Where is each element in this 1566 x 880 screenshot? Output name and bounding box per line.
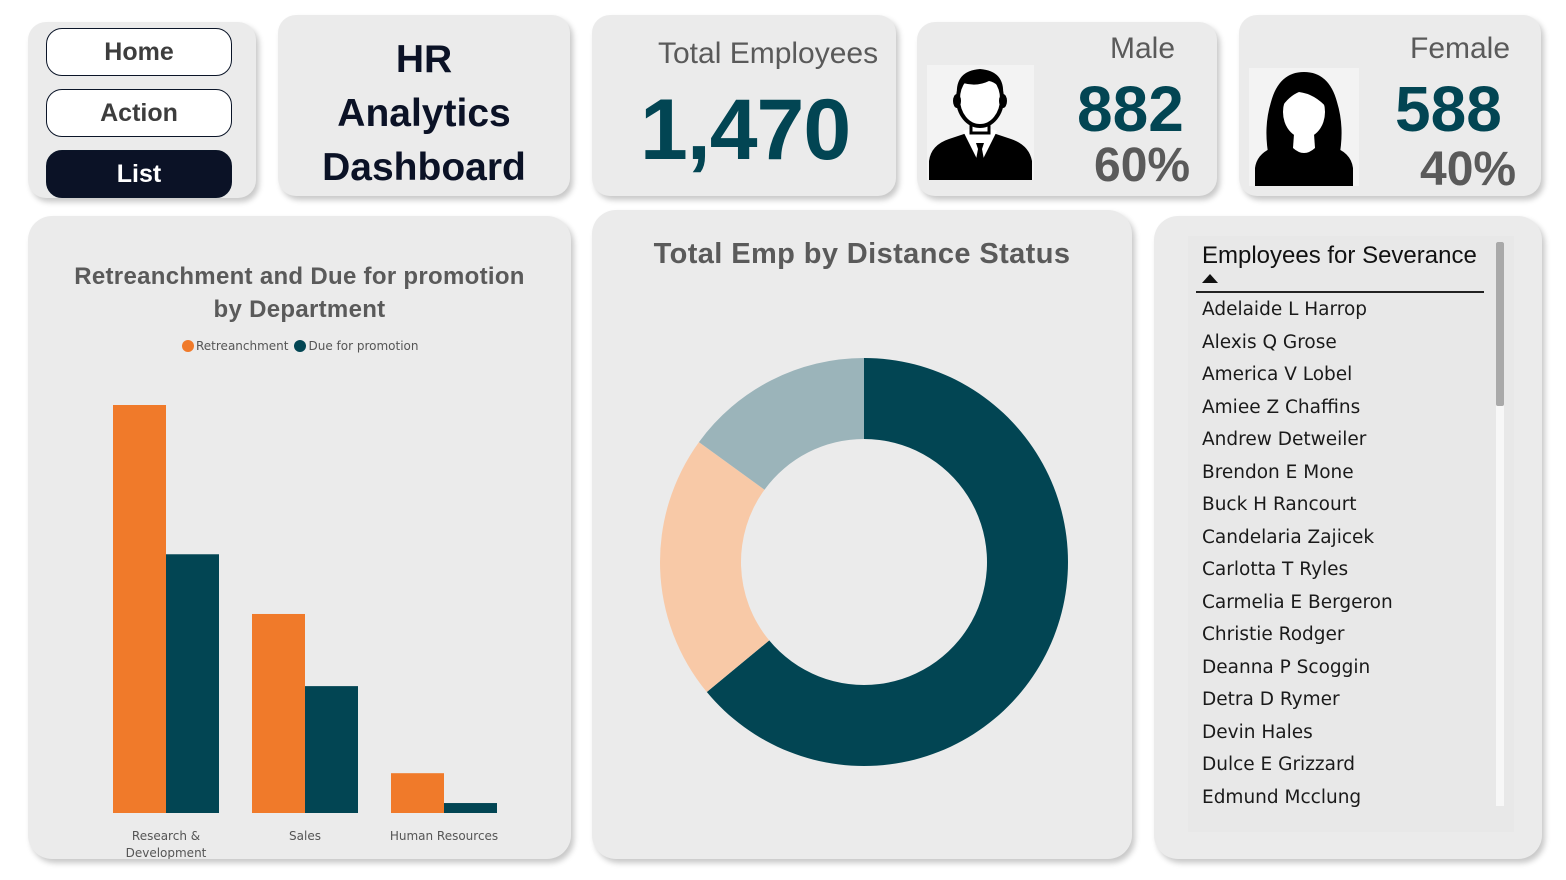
list-item[interactable]: Amiee Z Chaffins: [1202, 396, 1361, 418]
donut-chart: [660, 358, 1068, 766]
list-item[interactable]: Devin Hales: [1202, 721, 1313, 743]
bar-chart-title: Retreanchment and Due for promotion by D…: [28, 260, 571, 326]
list-item[interactable]: Edmund Mcclung: [1202, 786, 1362, 808]
male-count: 882: [1077, 73, 1184, 145]
donut-slice-2[interactable]: [698, 358, 864, 490]
legend-dot-icon: [182, 340, 194, 352]
bar-due-for-promotion-0[interactable]: [166, 554, 219, 813]
bar-due-for-promotion-2[interactable]: [444, 803, 497, 813]
nav-action-button[interactable]: Action: [46, 89, 232, 137]
donut-chart-card: Total Emp by Distance Status: [592, 210, 1132, 859]
list-item[interactable]: Alexis Q Grose: [1202, 331, 1337, 353]
bar-retreanchment-2[interactable]: [391, 773, 444, 813]
scrollbar-thumb[interactable]: [1496, 242, 1504, 406]
scrollbar-track[interactable]: [1496, 242, 1504, 806]
x-tick-label: Research &: [132, 829, 200, 843]
legend-item-due-for-promotion[interactable]: Due for promotion: [294, 339, 419, 353]
severance-column-header[interactable]: Employees for Severance: [1202, 242, 1477, 269]
list-item[interactable]: Adelaide L Harrop: [1202, 299, 1368, 320]
bar-chart-legend: Retreanchment Due for promotion: [182, 339, 425, 353]
title-line-2: Analytics: [337, 92, 511, 135]
female-count: 588: [1395, 73, 1502, 145]
severance-card: Employees for Severance Adelaide L Harro…: [1154, 216, 1542, 859]
list-item[interactable]: Andrew Detweiler: [1202, 429, 1367, 450]
list-item[interactable]: Dulce E Grizzard: [1202, 754, 1355, 775]
bar-chart-title-line-1: Retreanchment and Due for promotion: [74, 263, 525, 290]
male-percent: 60%: [1094, 139, 1191, 192]
male-card: Male 882 60%: [917, 22, 1217, 196]
female-percent: 40%: [1420, 143, 1517, 196]
total-employees-label: Total Employees: [658, 37, 879, 70]
female-label: Female: [1410, 32, 1511, 65]
legend-dot-icon: [294, 340, 307, 352]
donut-slice-1[interactable]: [660, 442, 770, 693]
bar-retreanchment-0[interactable]: [113, 405, 166, 813]
nav-home-button[interactable]: Home: [46, 28, 232, 76]
page-title: HR Analytics Dashboard: [278, 33, 570, 195]
bar-chart: Research & Development Sales Human Resource…: [113, 405, 498, 859]
legend-item-retreanchment[interactable]: Retreanchment: [182, 339, 288, 353]
male-label: Male: [1110, 32, 1176, 65]
title-line-3: Dashboard: [322, 146, 526, 189]
total-employees-value: 1,470: [640, 82, 851, 178]
female-avatar-icon: [1249, 68, 1359, 186]
list-item[interactable]: Deanna P Scoggin: [1202, 656, 1371, 678]
donut-chart-title: Total Emp by Distance Status: [653, 238, 1071, 270]
bar-chart-title-line-2: by Department: [213, 296, 386, 323]
title-line-1: HR: [395, 38, 453, 81]
female-card: Female 588 40%: [1239, 15, 1541, 196]
list-item[interactable]: Carlotta T Ryles: [1202, 559, 1349, 580]
legend-label-retreanchment: Retreanchment: [196, 339, 289, 353]
male-avatar-icon: [927, 65, 1034, 180]
x-tick-label: Human Resources: [390, 829, 498, 843]
sort-ascending-icon[interactable]: [1202, 274, 1218, 283]
list-item[interactable]: Buck H Rancourt: [1202, 494, 1357, 515]
x-tick-label: Sales: [289, 829, 321, 843]
donut-slice-0[interactable]: [706, 358, 1068, 766]
x-tick-label: Development: [126, 846, 207, 859]
bar-due-for-promotion-1[interactable]: [305, 686, 358, 813]
severance-table: Employees for Severance Adelaide L Harro…: [1188, 236, 1514, 832]
severance-list: Adelaide L Harrop Alexis Q Grose America V…: [1202, 294, 1482, 814]
title-card: HR Analytics Dashboard: [278, 15, 570, 196]
legend-label-due-for-promotion: Due for promotion: [308, 339, 419, 353]
list-item[interactable]: America V Lobel: [1202, 364, 1353, 385]
list-item[interactable]: Detra D Rymer: [1202, 689, 1340, 710]
bar-chart-card: Research & Development Sales Human Resource…: [28, 216, 571, 859]
list-item[interactable]: Christie Rodger: [1202, 624, 1345, 645]
nav-panel: Home Action List: [28, 22, 256, 198]
nav-list-button[interactable]: List: [46, 150, 232, 198]
total-employees-card: Total Employees 1,470: [592, 15, 896, 196]
list-item[interactable]: Candelaria Zajicek: [1202, 526, 1375, 548]
header-divider: [1196, 291, 1484, 293]
list-item[interactable]: Carmelia E Bergeron: [1202, 591, 1393, 613]
list-item[interactable]: Brendon E Mone: [1202, 461, 1354, 483]
bar-retreanchment-1[interactable]: [252, 613, 305, 813]
